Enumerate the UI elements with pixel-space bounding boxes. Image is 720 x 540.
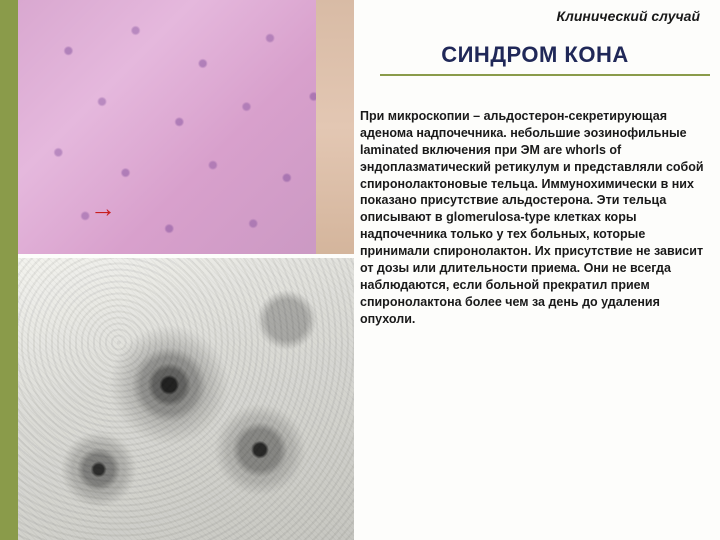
title-underline (380, 74, 710, 76)
figure-electron-microscopy (18, 258, 354, 540)
histology-image-placeholder (18, 0, 354, 254)
em-image-placeholder (18, 258, 354, 540)
body-paragraph: При микроскопии – альдостерон-секретирую… (360, 108, 705, 327)
accent-sidebar (0, 0, 18, 540)
arrow-icon: → (90, 195, 116, 221)
page-title: СИНДРОМ КОНА (360, 42, 710, 68)
figure-histology: → (18, 0, 354, 254)
header: Клинический случай СИНДРОМ КОНА (360, 8, 710, 76)
overtitle: Клинический случай (360, 8, 710, 24)
